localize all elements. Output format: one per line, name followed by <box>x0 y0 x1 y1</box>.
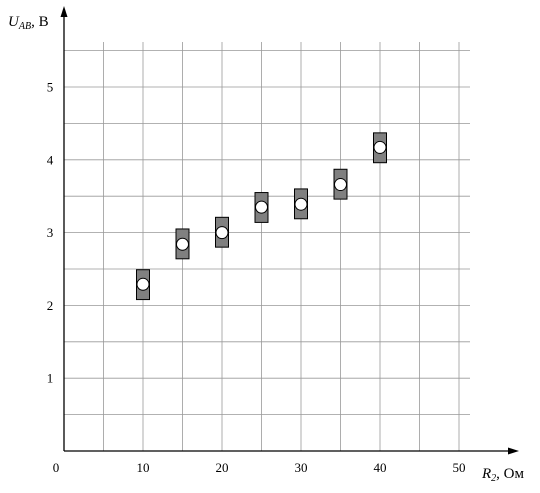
data-point-marker <box>334 178 347 192</box>
y-axis-unit: , В <box>31 14 49 30</box>
y-axis-subscript: AB <box>18 21 31 32</box>
y-tick-label: 4 <box>47 152 54 167</box>
y-axis-title: UAB, В <box>8 14 49 32</box>
data-point-marker <box>136 277 150 291</box>
x-tick-labels: 0 10 20 30 40 50 <box>53 460 466 475</box>
y-tick-label: 3 <box>47 225 54 240</box>
data-point-marker <box>215 226 229 240</box>
x-tick-label: 10 <box>137 460 150 475</box>
x-axis-title: R2, Ом <box>481 466 525 484</box>
x-tick-label: 50 <box>453 460 466 475</box>
data-point-marker <box>176 237 189 251</box>
y-axis-arrow <box>60 6 68 17</box>
data-points <box>136 132 387 301</box>
data-point-marker <box>255 200 268 214</box>
x-tick-label: 20 <box>216 460 229 475</box>
x-axis-unit: , Ом <box>496 466 524 482</box>
x-tick-label: 40 <box>374 460 387 475</box>
x-axis-subscript: 2 <box>491 473 496 484</box>
x-axis-symbol: R <box>481 466 491 482</box>
x-tick-label: 0 <box>53 460 60 475</box>
y-tick-label: 5 <box>47 80 54 95</box>
data-point-marker <box>294 197 308 211</box>
data-point-marker <box>373 140 387 154</box>
y-tick-label: 1 <box>47 371 54 386</box>
grid <box>64 42 470 451</box>
axes <box>60 6 519 455</box>
y-tick-label: 2 <box>47 298 54 313</box>
x-axis-arrow <box>508 447 519 455</box>
y-axis-symbol: U <box>8 14 20 30</box>
y-tick-labels: 1 2 3 4 5 <box>47 80 54 386</box>
x-tick-label: 30 <box>295 460 308 475</box>
